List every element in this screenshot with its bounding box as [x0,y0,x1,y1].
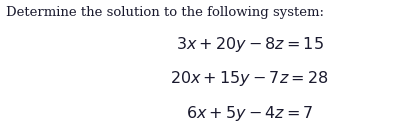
Text: $20x + 15y - 7z = 28$: $20x + 15y - 7z = 28$ [171,69,329,88]
Text: $6x + 5y - 4z = 7$: $6x + 5y - 4z = 7$ [186,104,313,123]
Text: $3x + 20y - 8z = 15$: $3x + 20y - 8z = 15$ [176,35,324,54]
Text: Determine the solution to the following system:: Determine the solution to the following … [6,6,324,19]
